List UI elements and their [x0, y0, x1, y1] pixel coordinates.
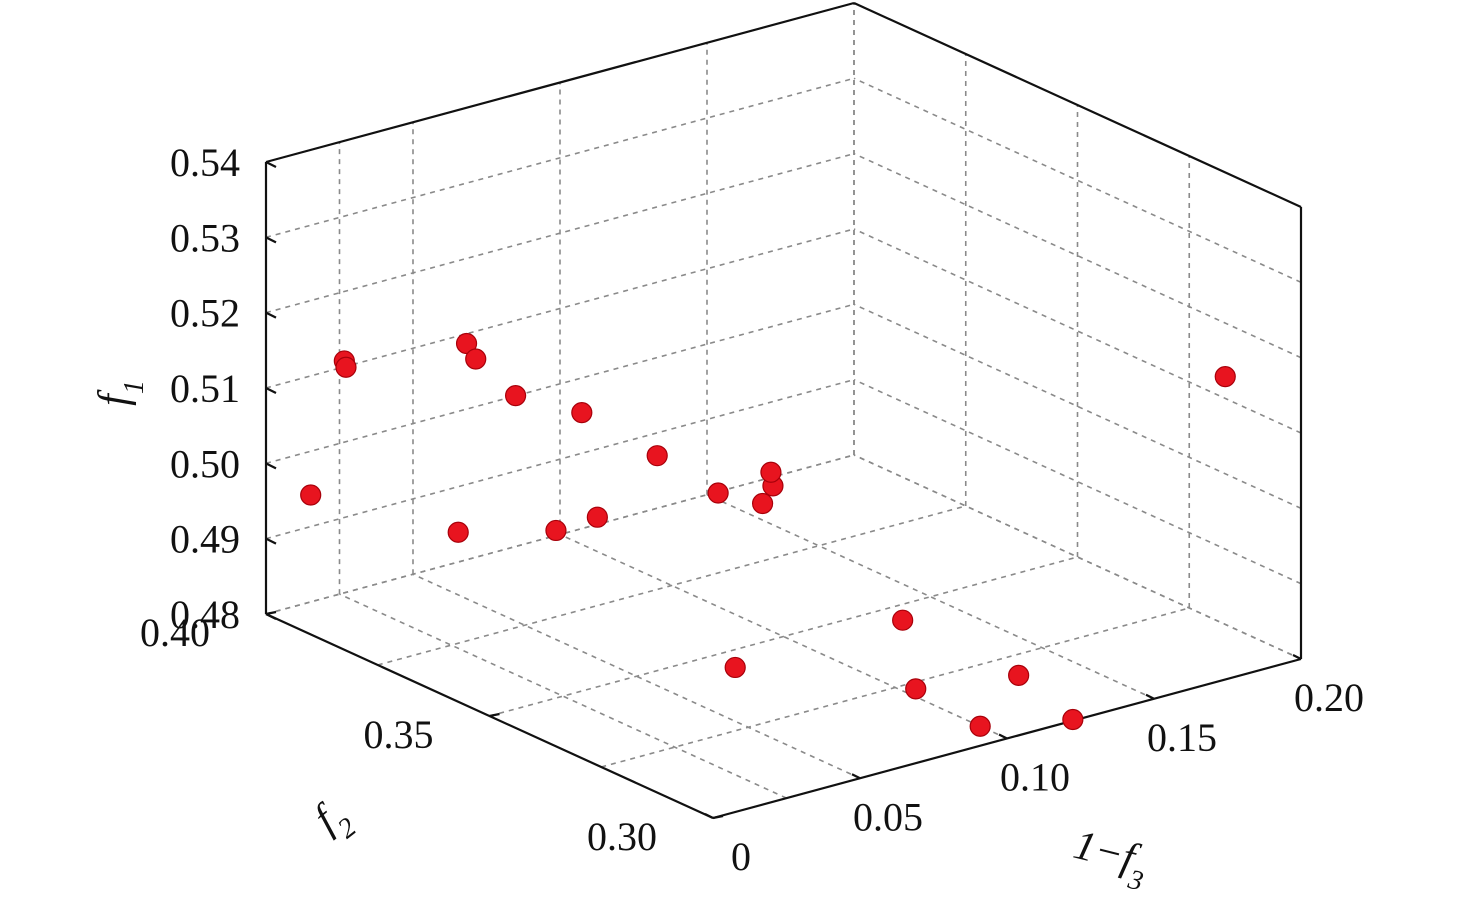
- data-point: [646, 445, 668, 467]
- z-tick-label: 0.49: [170, 517, 240, 562]
- data-point: [892, 609, 914, 631]
- z-tick-label: 0.50: [170, 441, 240, 486]
- grid-line-back-z: [265, 378, 855, 540]
- grid-line-side-z: [853, 303, 1302, 510]
- data-point: [1214, 365, 1236, 388]
- grid-line-side-z: [853, 152, 1302, 359]
- x-tick-label: 0.15: [1147, 715, 1217, 760]
- data-point: [447, 521, 469, 543]
- data-point: [1062, 708, 1084, 731]
- grid-line-floor-x: [706, 494, 1155, 700]
- z-tick-mark: [265, 387, 277, 394]
- data-point: [905, 678, 927, 700]
- x-axis-label: 1−f3: [1066, 822, 1153, 897]
- grid-line-back-z: [265, 77, 855, 239]
- x-tick-mark: [1145, 693, 1155, 700]
- x-tick-label: 0.20: [1294, 675, 1364, 720]
- y-tick-label: 0.40: [140, 610, 210, 655]
- grid-line-floor-x: [412, 573, 861, 779]
- y-tick-mark: [712, 814, 724, 820]
- grid-line-back-z: [265, 303, 855, 465]
- data-point: [751, 492, 774, 515]
- data-point: [969, 715, 991, 737]
- z-tick-label: 0.52: [170, 291, 240, 336]
- box-top-side-edge: [853, 1, 1302, 209]
- z-tick-mark: [265, 311, 277, 319]
- z-tick-mark: [265, 161, 277, 168]
- data-point: [586, 506, 608, 528]
- z-tick-label: 0.48: [170, 592, 240, 637]
- data-point: [760, 461, 782, 483]
- grid-line-floor-x: [559, 533, 1008, 740]
- z-tick-label: 0.54: [170, 140, 240, 185]
- data-point: [455, 332, 478, 355]
- box-top-back-edge: [265, 1, 855, 164]
- data-point: [504, 385, 527, 407]
- y-tick-label: 0.30: [587, 814, 657, 859]
- x-tick-label: 0.05: [853, 794, 923, 839]
- z-tick-mark: [265, 462, 277, 470]
- grid-line-back-z: [265, 152, 855, 314]
- z-tick-mark: [265, 537, 277, 545]
- tick-labels: 0.48 0.49 0.50 0.51 0.52 0.53 0.54 0.30 0.35 0.40…: [140, 140, 1364, 879]
- grid-line-floor-y: [377, 505, 966, 666]
- grid-line-side-z: [853, 378, 1302, 585]
- y-tick-mark: [489, 712, 500, 718]
- x-tick-mark: [1292, 654, 1302, 660]
- x-tick-mark: [851, 773, 861, 780]
- data-point: [465, 348, 487, 370]
- grid-line-floor-y: [601, 607, 1190, 768]
- data-point: [1008, 664, 1030, 686]
- z-axis-label: f1: [91, 380, 150, 406]
- axis-lines: [264, 1, 1303, 820]
- grid-line-floor-y: [489, 556, 1078, 717]
- data-point: [707, 482, 729, 504]
- x-tick-label: 0: [731, 834, 751, 879]
- y-tick-mark: [265, 610, 277, 616]
- grid-line-floor-x: [853, 454, 1302, 660]
- x-tick-label: 0.10: [1000, 755, 1070, 800]
- grid-line-side-z: [853, 228, 1302, 434]
- z-tick-label: 0.51: [170, 366, 240, 411]
- data-point: [545, 519, 567, 542]
- grid-line-side-z: [853, 77, 1302, 284]
- x-tick-mark: [998, 733, 1008, 740]
- data-point: [724, 656, 746, 679]
- z-tick-mark: [265, 236, 277, 244]
- data-points: [300, 332, 1236, 737]
- x-tick-mark: [704, 813, 714, 819]
- z-tick-mark: [265, 613, 277, 620]
- data-point: [571, 402, 593, 424]
- data-point: [300, 484, 322, 506]
- y-axis-label: f2: [306, 790, 362, 852]
- grid-line-back-z: [265, 228, 855, 389]
- data-point: [335, 356, 357, 378]
- y-tick-label: 0.35: [364, 712, 434, 757]
- grid-line-floor-x: [339, 593, 787, 799]
- z-tick-label: 0.53: [170, 215, 240, 260]
